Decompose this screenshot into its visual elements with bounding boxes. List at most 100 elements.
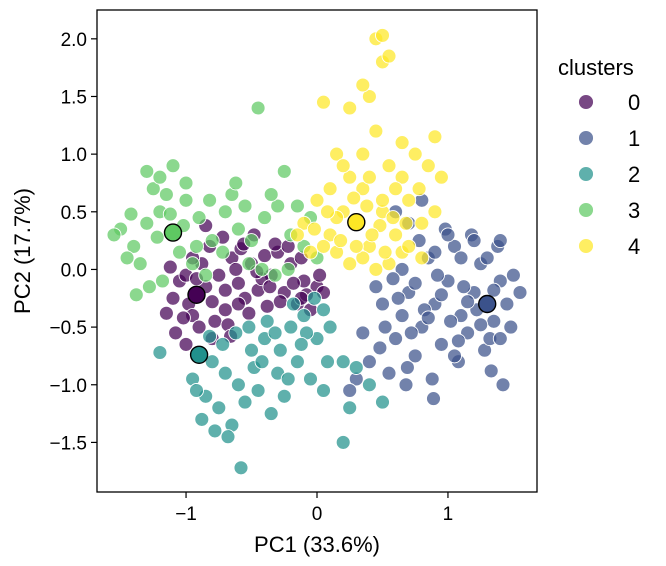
point-cluster-3-45 — [228, 175, 244, 191]
legend-label-3: 3 — [628, 198, 640, 223]
point-cluster-3-19 — [119, 250, 135, 266]
point-cluster-4-17 — [355, 77, 371, 93]
x-axis-label: PC1 (33.6%) — [254, 532, 380, 557]
point-cluster-4-21 — [342, 169, 358, 185]
point-cluster-1-53 — [466, 233, 482, 249]
point-cluster-1-67 — [486, 282, 502, 298]
point-cluster-0-41 — [162, 259, 178, 275]
point-cluster-4-39 — [322, 181, 338, 197]
point-cluster-2-17 — [263, 406, 279, 422]
point-cluster-4-8 — [401, 192, 417, 208]
point-cluster-4-28 — [427, 129, 443, 145]
point-cluster-2-28 — [316, 302, 331, 318]
point-cluster-3-43 — [202, 192, 218, 208]
point-cluster-3-20 — [139, 163, 155, 179]
point-cluster-2-43 — [280, 371, 296, 387]
point-cluster-3-21 — [152, 169, 168, 185]
point-cluster-2-24 — [259, 313, 275, 329]
point-cluster-2-8 — [296, 308, 312, 324]
point-cluster-2-44 — [293, 336, 309, 352]
point-cluster-2-39 — [215, 336, 231, 352]
point-cluster-3-40 — [162, 206, 178, 222]
point-cluster-4-59 — [377, 244, 393, 260]
point-cluster-4-11 — [368, 123, 384, 139]
point-cluster-3-15 — [132, 256, 148, 272]
point-cluster-1-68 — [372, 340, 388, 356]
point-cluster-2-49 — [207, 423, 223, 439]
point-cluster-2-41 — [254, 354, 270, 370]
point-cluster-4-57 — [333, 233, 349, 249]
point-cluster-1-64 — [394, 308, 410, 324]
point-cluster-4-46 — [414, 250, 430, 266]
point-cluster-4-38 — [289, 227, 305, 243]
point-cluster-2-45 — [306, 290, 322, 306]
point-cluster-2-10 — [152, 345, 168, 360]
legend-label-4: 4 — [628, 234, 640, 259]
point-cluster-0-35 — [228, 261, 244, 277]
point-cluster-4-45 — [401, 238, 417, 254]
point-cluster-0-55 — [175, 310, 191, 326]
point-cluster-0-10 — [158, 305, 174, 321]
point-cluster-2-42 — [267, 325, 283, 341]
point-cluster-1-27 — [424, 371, 440, 387]
point-cluster-3-28 — [257, 210, 273, 226]
point-cluster-4-7 — [388, 227, 404, 243]
point-cluster-4-34 — [368, 261, 384, 277]
point-cluster-0-14 — [207, 313, 223, 329]
point-cluster-4-40 — [335, 158, 351, 174]
legend-marker-0 — [578, 94, 594, 110]
point-cluster-2-13 — [211, 400, 227, 416]
point-cluster-3-33 — [276, 163, 292, 179]
point-cluster-1-36 — [430, 267, 445, 283]
x-tick-label: −1 — [175, 504, 197, 525]
y-axis-ticks: −1.5 −1.0 −0.5 0.0 0.5 1.0 1.5 2.0 — [49, 30, 97, 454]
point-cluster-3-7 — [204, 233, 220, 249]
point-cluster-0-32 — [191, 319, 207, 335]
point-cluster-1-8 — [375, 296, 390, 312]
point-cluster-1-39 — [390, 290, 406, 306]
point-cluster-4-52 — [385, 210, 401, 226]
point-cluster-3-16 — [141, 279, 157, 295]
x-tick-label: 1 — [443, 504, 454, 525]
point-cluster-1-62 — [433, 287, 449, 303]
point-cluster-3-44 — [215, 244, 231, 260]
point-cluster-3-2 — [139, 215, 155, 231]
point-cluster-1-34 — [456, 279, 472, 295]
point-cluster-1-15 — [433, 336, 449, 352]
y-tick-label: 2.0 — [61, 30, 87, 51]
centroid-cluster-4 — [347, 212, 366, 232]
point-cluster-4-32 — [342, 256, 358, 272]
point-cluster-2-16 — [250, 383, 266, 398]
point-cluster-1-14 — [447, 238, 462, 254]
point-cluster-4-12 — [361, 89, 377, 104]
point-cluster-1-69 — [450, 333, 466, 349]
point-cluster-3-26 — [237, 198, 253, 214]
point-cluster-1-35 — [443, 313, 459, 329]
point-cluster-4-30 — [316, 238, 331, 254]
point-cluster-1-65 — [385, 271, 401, 287]
point-cluster-2-2 — [217, 365, 233, 381]
point-cluster-1-38 — [403, 325, 419, 341]
point-cluster-3-10 — [145, 181, 161, 197]
point-cluster-2-22 — [220, 429, 236, 445]
point-cluster-3-9 — [230, 221, 246, 237]
point-cluster-4-53 — [398, 215, 414, 231]
point-cluster-2-7 — [283, 319, 299, 335]
point-cluster-2-35 — [348, 360, 364, 375]
point-cluster-4-15 — [375, 27, 390, 43]
point-cluster-4-3 — [309, 192, 325, 208]
point-cluster-1-7 — [388, 331, 404, 347]
point-cluster-3-42 — [189, 238, 204, 254]
point-cluster-3-6 — [191, 210, 207, 226]
legend-marker-4 — [578, 238, 594, 254]
point-cluster-3-14 — [198, 267, 214, 283]
y-axis-label: PC2 (17.7%) — [10, 188, 35, 314]
point-cluster-1-66 — [473, 317, 489, 333]
point-cluster-0-4 — [204, 294, 220, 310]
point-cluster-1-56 — [495, 377, 511, 393]
point-cluster-1-31 — [503, 319, 519, 335]
point-cluster-2-1 — [204, 354, 220, 370]
point-cluster-4-43 — [375, 192, 390, 208]
point-cluster-4-58 — [364, 227, 380, 243]
